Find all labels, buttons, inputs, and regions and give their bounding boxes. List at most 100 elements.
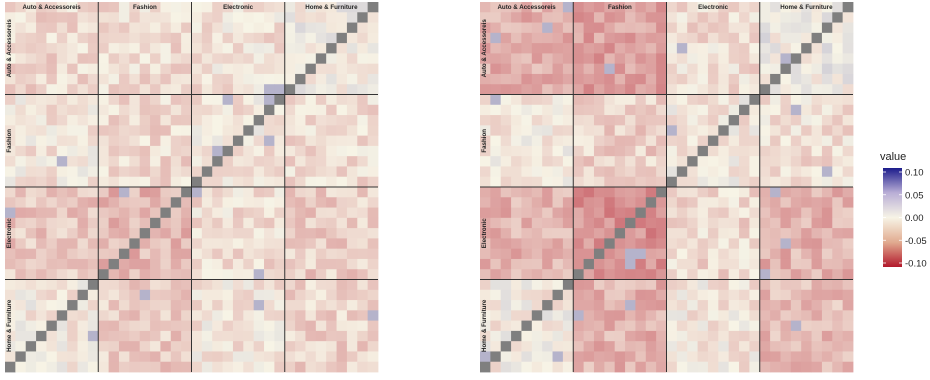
heatmap-cell [490,238,502,250]
heatmap-cell [583,289,595,301]
heatmap-cell [77,115,89,126]
heatmap-cell [357,197,369,208]
heatmap-cell [583,361,595,373]
heatmap-cell [801,269,812,280]
heatmap-cell [98,53,110,65]
heatmap-cell [562,73,574,85]
heatmap-cell [759,248,771,260]
heatmap-cell [707,341,719,352]
heatmap-cell [139,300,151,311]
heatmap-cell [542,135,553,147]
heatmap-cell [821,176,833,188]
heatmap-cell [253,104,265,116]
heatmap-cell [521,43,533,54]
heatmap-cell [759,217,771,229]
heatmap-cell [305,248,317,260]
heatmap-cell [780,53,792,65]
heatmap-cell [25,197,37,208]
heatmap-cell [718,2,730,13]
heatmap-cell [87,207,99,219]
heatmap-cell [222,125,234,137]
heatmap-cell [542,166,553,178]
heatmap-cell [77,361,89,373]
heatmap-cell [98,135,110,147]
heatmap-cell [739,279,750,291]
heatmap-cell [295,22,306,34]
heatmap-cell [511,269,522,280]
heatmap-cell [511,176,522,188]
heatmap-cell [614,22,626,34]
heatmap-cell [274,145,286,157]
heatmap-cell [232,166,244,178]
heatmap-cell [295,53,306,65]
heatmap-cell [666,289,678,301]
heatmap-cell [201,12,213,23]
heatmap-cell [191,104,203,116]
heatmap-cell [552,176,564,188]
heatmap-cell [5,73,16,85]
heatmap-cell [150,104,161,116]
heatmap-cell [521,156,533,167]
heatmap-cell [770,351,781,363]
heatmap-cell [367,197,379,208]
heatmap-cell [511,300,522,311]
heatmap-cell [15,300,27,311]
heatmap-cell [583,217,595,229]
heatmap-cell [222,115,234,126]
heatmap-cell [98,94,110,106]
heatmap-cell [139,187,151,198]
heatmap-cell [108,12,120,23]
heatmap-diagonal-cell [676,166,688,178]
heatmap-cell [253,217,265,229]
heatmap-cell [264,115,275,126]
heatmap-cell [181,63,192,75]
heatmap-cell [801,361,812,373]
heatmap-cell [201,115,213,126]
heatmap-cell [739,115,750,126]
heatmap-cell [77,22,89,34]
heatmap-cell [336,207,348,219]
heatmap-cell [5,104,16,116]
heatmap-cell [552,166,564,178]
heatmap-diagonal-cell [222,145,234,157]
heatmap-cell [274,351,286,363]
heatmap-cell [56,135,68,147]
heatmap-cell [25,53,37,65]
heatmap-cell [264,310,275,322]
heatmap-cell [67,217,78,229]
heatmap-cell [357,248,369,260]
heatmap-cell [635,22,647,34]
heatmap-cell [315,269,327,280]
heatmap-cell [500,104,512,116]
heatmap-cell [15,217,27,229]
heatmap-cell [253,258,265,270]
heatmap-cell [697,197,709,208]
heatmap-cell [232,279,244,291]
heatmap-cell [118,310,130,322]
heatmap-cell [604,145,616,157]
heatmap-cell [666,84,678,95]
heatmap-cell [821,12,833,23]
heatmap-cell [118,63,130,75]
heatmap-cell [264,53,275,65]
heatmap-cell [139,2,151,13]
heatmap-cell [336,104,348,116]
heatmap-cell [614,104,626,116]
heatmap-cell [480,217,491,229]
heatmap-cell [346,207,358,219]
heatmap-cell [160,310,172,322]
heatmap-cell [67,248,78,260]
heatmap-cell [326,279,337,291]
heatmap-cell [593,115,605,126]
heatmap-cell [201,73,213,85]
heatmap-cell [5,43,16,54]
heatmap-cell [614,197,626,208]
heatmap-cell [326,217,337,229]
heatmap-cell [666,43,678,54]
heatmap-cell [480,125,491,137]
heatmap-cell [46,125,58,137]
heatmap-cell [500,228,512,239]
heatmap-cell [842,104,854,116]
heatmap-cell [842,53,854,65]
heatmap-cell [687,351,698,363]
